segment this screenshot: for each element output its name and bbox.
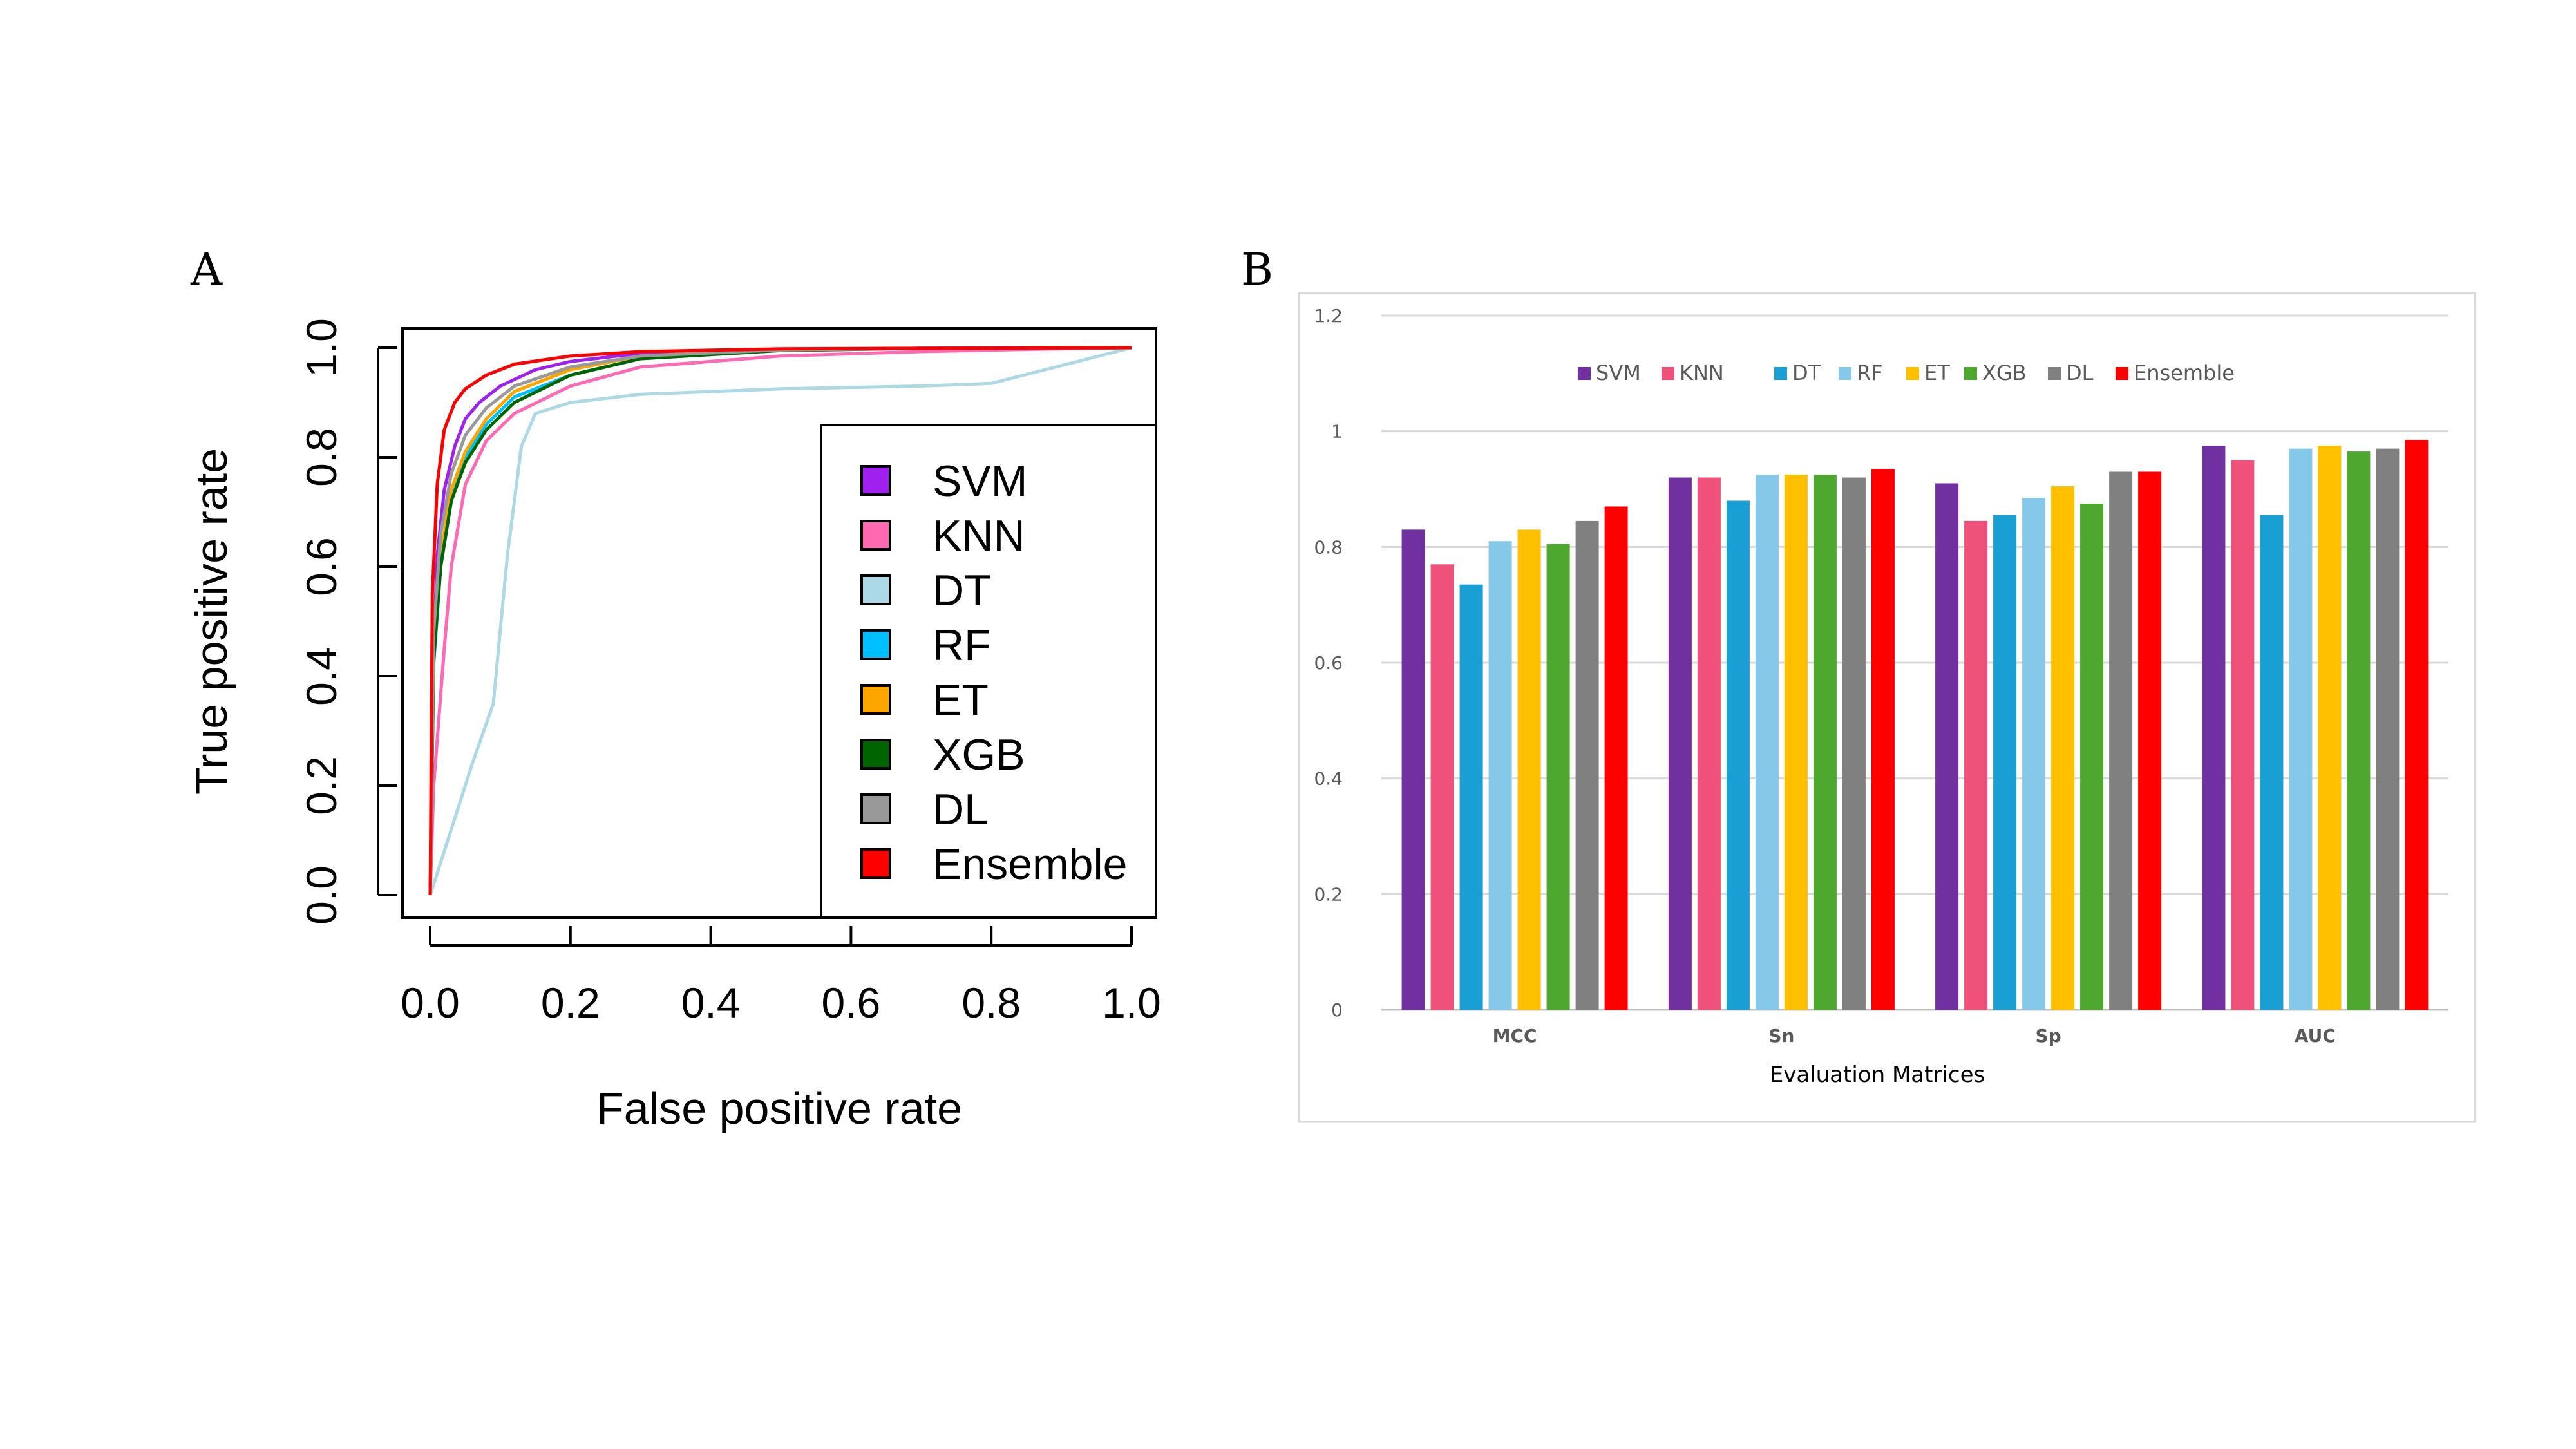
roc-legend-label: KNN: [933, 511, 1025, 560]
roc-legend-label: ET: [933, 676, 989, 724]
bar-sp-ensemble: [2138, 471, 2162, 1010]
bar-sn-dt: [1726, 500, 1750, 1010]
roc-legend-swatch: [860, 520, 891, 551]
roc-legend-swatch: [860, 848, 891, 879]
bar-y-tick-label: 1: [1331, 421, 1343, 442]
bar-sn-et: [1784, 475, 1808, 1010]
bar-y-tick-label: 0.6: [1314, 652, 1343, 674]
panel-label-b: B: [1241, 245, 1273, 296]
bar-legend-label: DL: [2066, 361, 2094, 385]
bar-legend-swatch: [1662, 367, 1674, 380]
bar-mcc-xgb: [1546, 544, 1570, 1010]
roc-x-tick-label: 0.0: [401, 979, 460, 1027]
roc-y-tick-label: 1.0: [298, 318, 345, 377]
bar-x-axis-title: Evaluation Matrices: [1770, 1062, 1985, 1088]
roc-y-tick-label: 0.6: [298, 537, 345, 596]
bar-mcc-dt: [1459, 584, 1483, 1010]
roc-legend-label: Ensemble: [933, 840, 1127, 889]
bar-legend-label: Ensemble: [2134, 361, 2235, 385]
bar-legend-label: ET: [1924, 361, 1950, 385]
bar-mcc-et: [1517, 529, 1541, 1010]
roc-y-axis-title: True positive rate: [186, 448, 236, 795]
bar-y-tick-label: 1.2: [1314, 305, 1343, 327]
bar-x-category-label: AUC: [2295, 1025, 2336, 1046]
bar-sn-knn: [1697, 477, 1721, 1010]
bar-auc-xgb: [2347, 451, 2371, 1010]
bar-mcc-knn: [1430, 564, 1454, 1010]
bar-legend-swatch: [1578, 367, 1591, 380]
roc-y-tick-label: 0.4: [298, 647, 345, 706]
bar-x-category-label: Sn: [1768, 1025, 1794, 1046]
bar-legend-swatch: [2048, 367, 2061, 380]
roc-legend-swatch: [860, 684, 891, 715]
bar-legend-label: XGB: [1982, 361, 2027, 385]
roc-y-tick-label: 0.2: [298, 756, 345, 815]
bar-auc-svm: [2202, 446, 2226, 1010]
bar-legend-label: DT: [1792, 361, 1821, 385]
bar-legend-label: RF: [1857, 361, 1883, 385]
bar-legend-swatch: [1839, 367, 1852, 380]
roc-curve-dt: [428, 346, 1132, 896]
roc-x-tick-label: 1.0: [1102, 979, 1161, 1027]
roc-y-tick-label: 0.0: [298, 866, 345, 925]
roc-legend-box: [820, 424, 1157, 919]
bar-auc-rf: [2289, 448, 2313, 1010]
roc-x-axis-title: False positive rate: [596, 1083, 962, 1133]
roc-legend-swatch: [860, 793, 891, 824]
roc-legend-label: XGB: [933, 730, 1025, 779]
bar-auc-ensemble: [2405, 440, 2429, 1010]
bar-mcc-ensemble: [1604, 506, 1628, 1010]
bar-sp-xgb: [2080, 504, 2104, 1010]
bar-legend-swatch: [1774, 367, 1787, 380]
bar-sp-knn: [1964, 520, 1988, 1010]
bar-mcc-dl: [1575, 520, 1599, 1010]
bar-y-tick-label: 0.4: [1314, 768, 1343, 790]
roc-x-tick-label: 0.4: [681, 979, 741, 1027]
roc-legend-label: DL: [933, 785, 989, 834]
bar-sn-rf: [1755, 475, 1779, 1010]
bar-legend-swatch: [1964, 367, 1977, 380]
bar-legend-swatch: [1906, 367, 1919, 380]
bar-mcc-svm: [1401, 529, 1425, 1010]
bar-y-tick-label: 0.2: [1314, 884, 1343, 905]
roc-curve-ensemble: [428, 346, 1132, 896]
roc-legend-swatch: [860, 629, 891, 660]
roc-legend-label: DT: [933, 566, 991, 615]
roc-x-tick-label: 0.6: [822, 979, 881, 1027]
roc-legend-label: SVM: [933, 457, 1027, 506]
bar-auc-knn: [2231, 460, 2255, 1010]
roc-curve-knn: [428, 346, 1132, 896]
roc-y-tick-label: 0.8: [298, 428, 345, 487]
bar-legend-label: KNN: [1680, 361, 1724, 385]
bar-sp-dt: [1993, 515, 2017, 1010]
bar-sp-et: [2051, 486, 2075, 1010]
roc-x-tick-label: 0.8: [961, 979, 1021, 1027]
bar-sp-rf: [2022, 498, 2046, 1010]
roc-legend-label: RF: [933, 621, 991, 670]
roc-x-tick-label: 0.2: [541, 979, 600, 1027]
bar-y-tick-label: 0.8: [1314, 536, 1343, 558]
bar-legend-swatch: [2116, 367, 2128, 380]
bar-y-tick-label: 0: [1331, 999, 1343, 1021]
bar-auc-dl: [2376, 448, 2400, 1010]
roc-legend-swatch: [860, 739, 891, 770]
bar-sp-svm: [1935, 483, 1959, 1010]
bar-x-category-label: Sp: [2036, 1025, 2061, 1046]
bar-auc-dt: [2260, 515, 2284, 1010]
bar-sn-dl: [1842, 477, 1866, 1010]
roc-legend-swatch: [860, 465, 891, 496]
bar-mcc-rf: [1488, 541, 1512, 1010]
bar-sn-svm: [1668, 477, 1692, 1010]
roc-legend-swatch: [860, 574, 891, 605]
bar-legend-label: SVM: [1596, 361, 1641, 385]
bar-sp-dl: [2109, 471, 2133, 1010]
bar-x-category-label: MCC: [1493, 1025, 1537, 1046]
panel-label-a: A: [191, 245, 223, 296]
bar-auc-et: [2318, 446, 2342, 1010]
bar-sn-ensemble: [1871, 469, 1895, 1010]
bar-sn-xgb: [1813, 475, 1837, 1010]
